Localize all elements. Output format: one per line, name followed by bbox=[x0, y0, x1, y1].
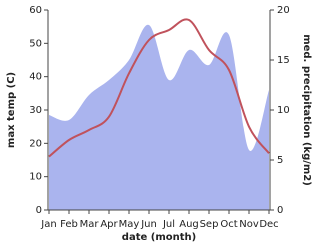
x-tick-label: Oct bbox=[220, 219, 237, 230]
x-tick-label: Nov bbox=[239, 219, 259, 230]
y2-axis-label: med. precipitation (kg/m2) bbox=[301, 34, 312, 186]
y-tick-label: 40 bbox=[29, 72, 42, 83]
x-tick-label: Jul bbox=[162, 219, 175, 230]
x-tick-label: Aug bbox=[179, 219, 199, 230]
y-tick-label: 10 bbox=[29, 172, 42, 183]
x-tick-label: Dec bbox=[259, 219, 278, 230]
y2-tick-label: 5 bbox=[277, 155, 283, 166]
y2-tick-label: 20 bbox=[277, 5, 290, 16]
y2-tick-label: 15 bbox=[277, 55, 290, 66]
x-tick-label: Jun bbox=[140, 219, 157, 230]
temp-line bbox=[48, 18, 270, 158]
x-tick-label: Apr bbox=[100, 219, 118, 230]
y-tick-label: 50 bbox=[29, 38, 42, 49]
y2-tick-label: 10 bbox=[277, 105, 290, 116]
x-tick-label: Mar bbox=[80, 219, 100, 230]
x-tick-label: Feb bbox=[60, 219, 78, 230]
y-tick-label: 20 bbox=[29, 138, 42, 149]
y-tick-label: 30 bbox=[29, 105, 42, 116]
x-tick-label: May bbox=[119, 219, 140, 230]
x-tick-label: Jan bbox=[40, 219, 56, 230]
y-axis-label: max temp (C) bbox=[6, 72, 17, 148]
y2-tick-label: 0 bbox=[277, 205, 283, 216]
y-tick-label: 60 bbox=[29, 5, 42, 16]
x-tick-label: Sep bbox=[200, 219, 219, 230]
x-axis-label: date (month) bbox=[122, 232, 196, 243]
y-tick-label: 0 bbox=[36, 205, 42, 216]
precip-area bbox=[49, 24, 269, 211]
